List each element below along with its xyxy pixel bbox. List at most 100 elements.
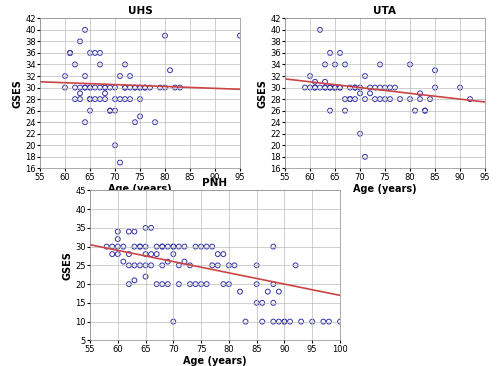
Point xyxy=(106,108,114,113)
Point xyxy=(416,90,424,96)
Point xyxy=(180,244,188,250)
Point xyxy=(202,244,210,250)
Point xyxy=(351,85,359,90)
Point xyxy=(292,262,300,268)
Point xyxy=(136,244,144,250)
Point xyxy=(61,85,69,90)
Point xyxy=(142,274,150,280)
Point xyxy=(166,67,174,73)
Point xyxy=(101,96,109,102)
Point xyxy=(151,119,159,125)
Point xyxy=(280,319,288,325)
Point xyxy=(236,289,244,295)
Point xyxy=(114,244,122,250)
Point xyxy=(321,79,329,85)
Point xyxy=(376,61,384,67)
Point xyxy=(346,96,354,102)
Point xyxy=(208,262,216,268)
Point xyxy=(321,61,329,67)
Point xyxy=(101,85,109,90)
Point xyxy=(71,61,79,67)
Point xyxy=(326,108,334,113)
Point xyxy=(114,251,122,257)
Point xyxy=(116,96,124,102)
Point xyxy=(126,85,134,90)
Point xyxy=(91,85,99,90)
Point xyxy=(252,281,260,287)
Point xyxy=(225,262,233,268)
Point xyxy=(180,259,188,265)
Point xyxy=(81,73,89,79)
Point xyxy=(341,96,349,102)
Point xyxy=(426,96,434,102)
Point xyxy=(136,96,144,102)
X-axis label: Age (years): Age (years) xyxy=(353,184,417,194)
Point xyxy=(156,85,164,90)
Point xyxy=(366,85,374,90)
Point xyxy=(102,244,110,250)
Point xyxy=(308,319,316,325)
Point xyxy=(147,262,155,268)
Point xyxy=(236,33,244,38)
Point xyxy=(275,289,283,295)
Point xyxy=(121,96,129,102)
Point xyxy=(164,281,172,287)
Point xyxy=(125,281,133,287)
Point xyxy=(66,50,74,56)
Point xyxy=(91,50,99,56)
Point xyxy=(131,119,139,125)
Point xyxy=(311,79,319,85)
Point xyxy=(316,27,324,33)
Point xyxy=(406,61,414,67)
Point xyxy=(320,319,328,325)
Point xyxy=(336,85,344,90)
Point xyxy=(325,319,333,325)
Point xyxy=(321,85,329,90)
Point xyxy=(164,244,172,250)
Point xyxy=(321,85,329,90)
Point xyxy=(158,281,166,287)
Point xyxy=(197,281,205,287)
Point xyxy=(101,90,109,96)
Point xyxy=(86,50,94,56)
Point xyxy=(297,319,305,325)
Point xyxy=(76,85,84,90)
Point xyxy=(125,262,133,268)
Point xyxy=(71,85,79,90)
Point xyxy=(164,259,172,265)
Point xyxy=(252,300,260,306)
X-axis label: Age (years): Age (years) xyxy=(183,356,247,366)
Point xyxy=(275,319,283,325)
Point xyxy=(96,50,104,56)
Point xyxy=(101,85,109,90)
Point xyxy=(125,251,133,257)
Point xyxy=(301,85,309,90)
Point xyxy=(376,85,384,90)
Point xyxy=(208,244,216,250)
Point xyxy=(381,85,389,90)
Point xyxy=(230,262,238,268)
Point xyxy=(421,108,429,113)
Point xyxy=(126,73,134,79)
Point xyxy=(396,96,404,102)
Point xyxy=(71,96,79,102)
Point xyxy=(421,108,429,113)
Point xyxy=(76,90,84,96)
Point xyxy=(96,85,104,90)
Point xyxy=(142,244,150,250)
Point xyxy=(120,244,128,250)
Point xyxy=(106,85,114,90)
Point xyxy=(171,85,179,90)
Point xyxy=(81,119,89,125)
Point xyxy=(258,319,266,325)
Point xyxy=(197,244,205,250)
Point xyxy=(376,96,384,102)
Point xyxy=(411,108,419,113)
Point xyxy=(86,96,94,102)
Point xyxy=(326,85,334,90)
Point xyxy=(125,229,133,235)
Point xyxy=(114,229,122,235)
Title: PNH: PNH xyxy=(202,178,228,188)
Point xyxy=(86,108,94,113)
Point xyxy=(170,244,177,250)
